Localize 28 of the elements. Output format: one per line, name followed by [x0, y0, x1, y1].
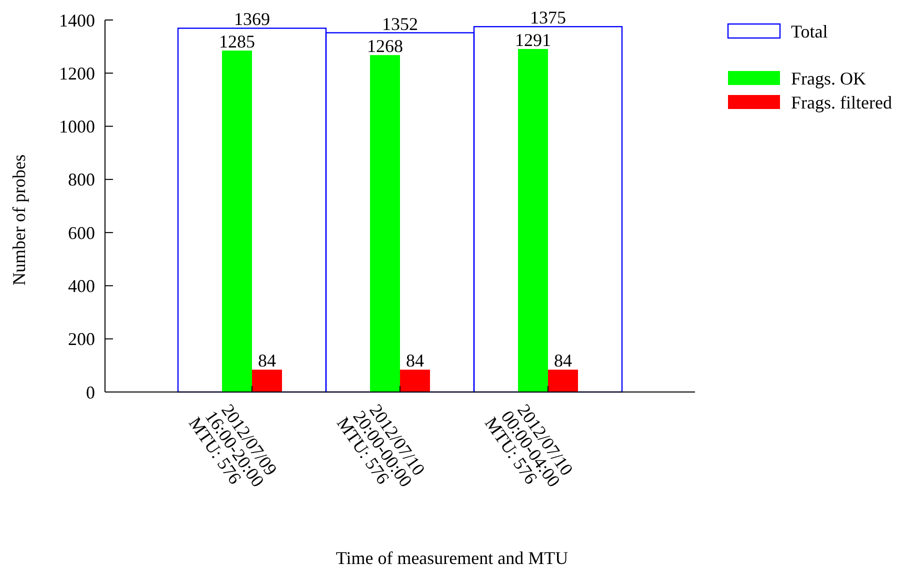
y-tick-label: 600 [68, 222, 95, 243]
bar [400, 370, 430, 392]
y-tick-label: 800 [68, 170, 95, 190]
bar [548, 370, 578, 392]
y-tick-label: 1400 [59, 10, 95, 30]
bar [518, 48, 548, 392]
legend-label: Frags. OK [791, 68, 866, 88]
data-label: 84 [406, 350, 424, 371]
data-label: 1285 [219, 32, 255, 52]
y-axis-title: Number of probes [9, 154, 29, 286]
bar [222, 50, 252, 392]
data-label: 1268 [367, 36, 403, 56]
data-label: 1352 [382, 14, 418, 34]
y-tick-label: 0 [86, 382, 95, 402]
y-tick-label: 200 [68, 329, 95, 350]
legend-label: Frags. filtered [791, 92, 892, 112]
y-tick-label: 1200 [59, 63, 95, 84]
data-label: 1375 [530, 8, 566, 28]
y-tick-label: 1000 [59, 116, 95, 137]
bar [252, 370, 282, 392]
data-label: 84 [554, 350, 572, 371]
y-tick-label: 400 [68, 276, 95, 296]
data-label: 84 [258, 350, 276, 371]
data-label: 1369 [234, 9, 270, 30]
legend-label: Total [791, 21, 828, 42]
x-axis-title: Time of measurement and MTU [336, 548, 568, 568]
bar [370, 55, 400, 392]
data-label: 1291 [515, 30, 551, 50]
